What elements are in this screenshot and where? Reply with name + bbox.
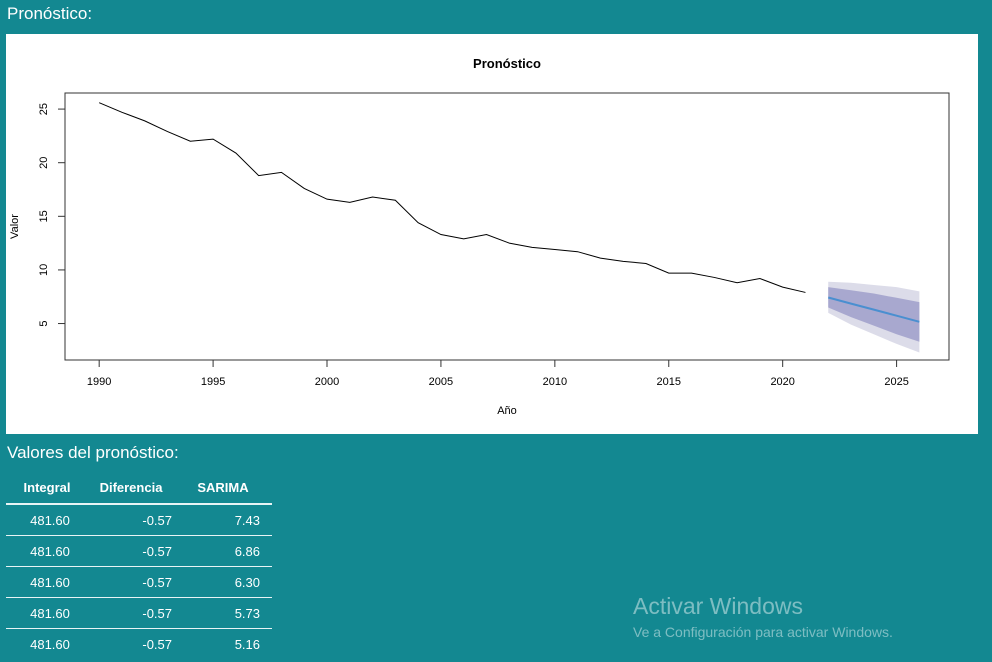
table-header-row: Integral Diferencia SARIMA xyxy=(6,472,272,505)
x-tick-label: 2005 xyxy=(429,376,453,388)
y-tick-label: 5 xyxy=(38,320,50,326)
plot-frame xyxy=(64,92,950,361)
watermark-subtitle: Ve a Configuración para activar Windows. xyxy=(633,624,893,640)
cell-sarima: 6.86 xyxy=(174,535,272,567)
table-row: 481.60 -0.57 7.43 xyxy=(6,504,272,536)
forecast-values-table: Integral Diferencia SARIMA 481.60 -0.57 … xyxy=(6,472,272,659)
y-axis-label: Valor xyxy=(9,214,21,239)
forecast-values-heading: Valores del pronóstico: xyxy=(7,443,179,462)
watermark-title: Activar Windows xyxy=(633,593,803,619)
table-row: 481.60 -0.57 5.16 xyxy=(6,629,272,660)
x-tick-label: 1990 xyxy=(87,376,111,388)
forecast-plot-heading: Pronóstico: xyxy=(7,4,93,23)
x-tick-label: 2015 xyxy=(657,376,681,388)
cell-sarima: 5.16 xyxy=(234,636,260,652)
cell-sarima: 6.30 xyxy=(174,566,272,598)
cell-diferencia: -0.57 xyxy=(88,535,174,567)
chart-title: Pronóstico xyxy=(473,56,541,71)
cell-integral: 481.60 xyxy=(6,535,88,567)
windows-activation-watermark: Activar Windows Ve a Configuración para … xyxy=(633,593,893,640)
cell-integral: 481.60 xyxy=(6,566,88,598)
table-row: 481.60 -0.57 6.86 xyxy=(6,535,272,567)
cell-diferencia: -0.57 xyxy=(88,504,174,536)
column-header-integral: Integral xyxy=(6,472,88,505)
cell-integral: 481.60 xyxy=(6,597,88,629)
x-tick-label: 2010 xyxy=(543,376,567,388)
cell-diferencia: -0.57 xyxy=(142,636,172,652)
x-tick-label: 1995 xyxy=(201,376,225,388)
table-row: 481.60 -0.57 5.73 xyxy=(6,597,272,629)
y-tick-label: 25 xyxy=(38,103,50,115)
historical-series-line xyxy=(98,102,806,293)
cell-diferencia: -0.57 xyxy=(88,566,174,598)
x-tick-label: 2020 xyxy=(770,376,794,388)
cell-integral: 481.60 xyxy=(30,636,70,652)
forecast-series-line xyxy=(827,296,920,323)
cell-sarima: 7.43 xyxy=(174,504,272,536)
column-header-diferencia: Diferencia xyxy=(88,472,174,505)
table-row: 481.60 -0.57 6.30 xyxy=(6,566,272,598)
column-header-sarima: SARIMA xyxy=(174,472,272,505)
forecast-plot-panel: Pronóstico 1990 1995 2000 2005 2010 2015 2020 20… xyxy=(6,34,978,434)
cell-integral: 481.60 xyxy=(6,504,88,536)
y-tick-label: 20 xyxy=(38,157,50,169)
x-tick-label: 2000 xyxy=(315,376,339,388)
forecast-80-interval xyxy=(828,287,920,342)
cell-diferencia: -0.57 xyxy=(88,597,174,629)
x-axis-label: Año xyxy=(497,405,517,417)
cell-sarima: 5.73 xyxy=(174,597,272,629)
x-tick-label: 2025 xyxy=(884,376,908,388)
y-tick-label: 15 xyxy=(38,210,50,222)
y-tick-label: 10 xyxy=(38,264,50,276)
